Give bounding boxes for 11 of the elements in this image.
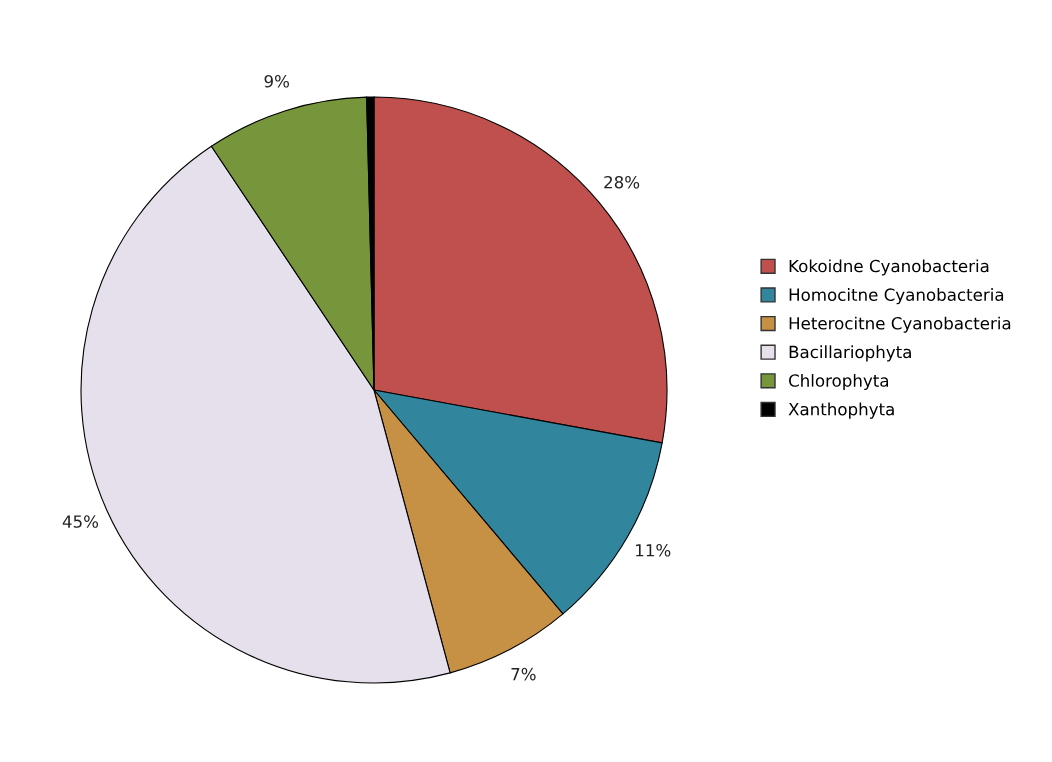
- legend-label: Heterocitne Cyanobacteria: [789, 316, 1011, 333]
- data-label: 11%: [636, 543, 671, 557]
- legend-label: Kokoidne Cyanobacteria: [789, 259, 989, 276]
- legend-label: Chlorophyta: [789, 373, 889, 391]
- legend-label: Bacillariophyta: [789, 345, 911, 362]
- data-label: 7%: [511, 667, 536, 681]
- data-label: 45%: [62, 515, 99, 528]
- legend-label: Homocitne Cyanobacteria: [789, 288, 1004, 305]
- legend-label: Xanthophyta: [788, 402, 894, 419]
- data-label: 28%: [604, 175, 640, 189]
- data-label: 9%: [264, 74, 289, 88]
